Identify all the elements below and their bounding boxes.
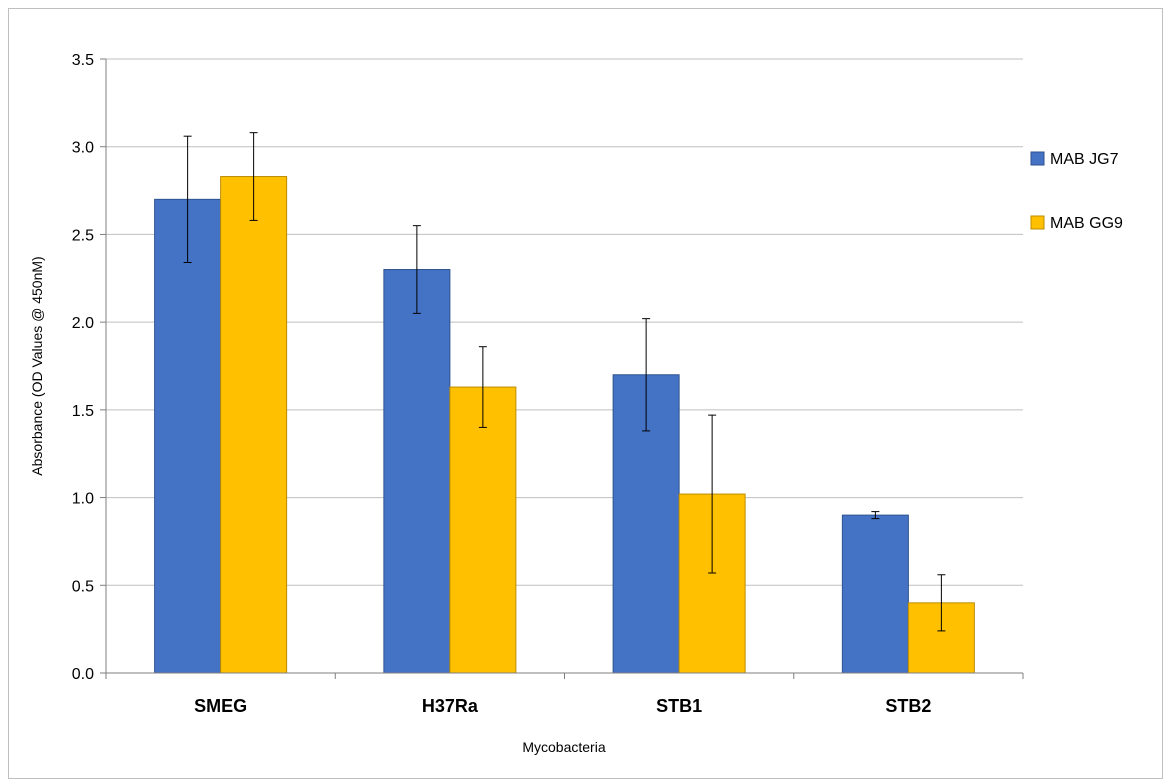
y-tick-label: 1.0	[72, 491, 94, 508]
x-tick-labels: SMEG H37Ra STB1 STB2	[194, 696, 931, 716]
bar-mab-gg9-smeg	[220, 176, 288, 674]
legend: MAB JG7 MAB GG9	[1030, 151, 1123, 232]
y-tick-label: 2.5	[72, 227, 94, 244]
x-tick-label: STB1	[656, 696, 702, 716]
y-tick-labels: 0.0 0.5 1.0 1.5 2.0 2.5 3.0 3.5	[72, 52, 94, 683]
bar-mab-jg7-stb2	[841, 514, 909, 674]
error-bars	[183, 132, 946, 632]
x-tick-label: SMEG	[194, 696, 247, 716]
legend-label: MAB JG7	[1050, 151, 1119, 168]
x-tick-label: H37Ra	[422, 696, 479, 716]
bars	[154, 176, 975, 674]
legend-swatch	[1030, 151, 1045, 166]
legend-label: MAB GG9	[1050, 215, 1123, 232]
axes	[100, 58, 1024, 679]
bar-mab-jg7-smeg	[154, 198, 222, 674]
x-tick-label: STB2	[885, 696, 931, 716]
bar-mab-jg7-h37ra	[383, 269, 451, 674]
y-axis-title: Absorbance (OD Values @ 450nM)	[29, 256, 45, 475]
y-tick-label: 0.5	[72, 578, 94, 595]
y-tick-label: 0.0	[72, 666, 94, 683]
y-tick-label: 3.0	[72, 140, 94, 157]
y-tick-label: 3.5	[72, 52, 94, 69]
legend-swatch	[1030, 215, 1045, 230]
x-axis-title: Mycobacteria	[522, 739, 605, 755]
y-tick-label: 2.0	[72, 315, 94, 332]
y-tick-label: 1.5	[72, 403, 94, 420]
bar-mab-gg9-h37ra	[449, 386, 517, 674]
